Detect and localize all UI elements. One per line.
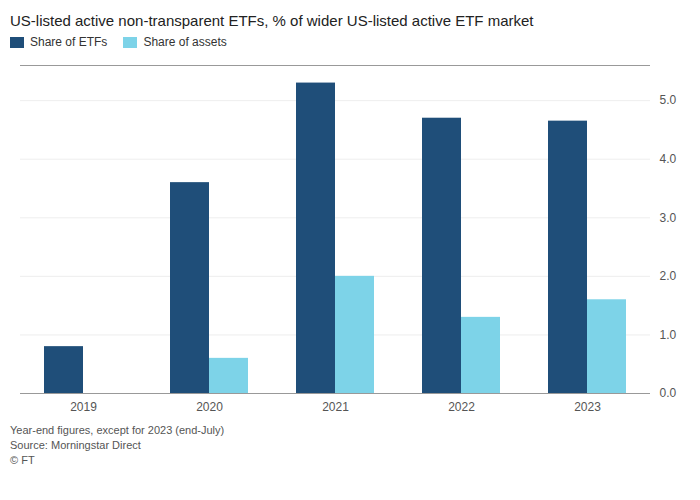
html-text:Share of assets: Share of assets	[143, 35, 227, 49]
svg-text:5.0: 5.0	[660, 93, 677, 107]
html-text:© FT: © FT	[10, 454, 35, 466]
svg-text:2022: 2022	[448, 400, 475, 414]
svg-text:3.0: 3.0	[660, 211, 677, 225]
svg-text:2.0: 2.0	[660, 269, 677, 283]
html-text:Share of ETFs: Share of ETFs	[30, 35, 108, 49]
svg-text:0.0: 0.0	[660, 386, 677, 400]
html-text:Source: Morningstar Direct: Source: Morningstar Direct	[10, 439, 141, 451]
svg-text:4.0: 4.0	[660, 152, 677, 166]
svg-text:2021: 2021	[322, 400, 349, 414]
svg-text:2020: 2020	[196, 400, 223, 414]
svg-text:1.0: 1.0	[660, 328, 677, 342]
svg-text:2019: 2019	[70, 400, 97, 414]
html-text:US-listed active non-transpare: US-listed active non-transparent ETFs, %…	[10, 12, 534, 29]
svg-text:2023: 2023	[574, 400, 601, 414]
html-text:Year-end figures, except for 2: Year-end figures, except for 2023 (end-J…	[10, 424, 225, 436]
